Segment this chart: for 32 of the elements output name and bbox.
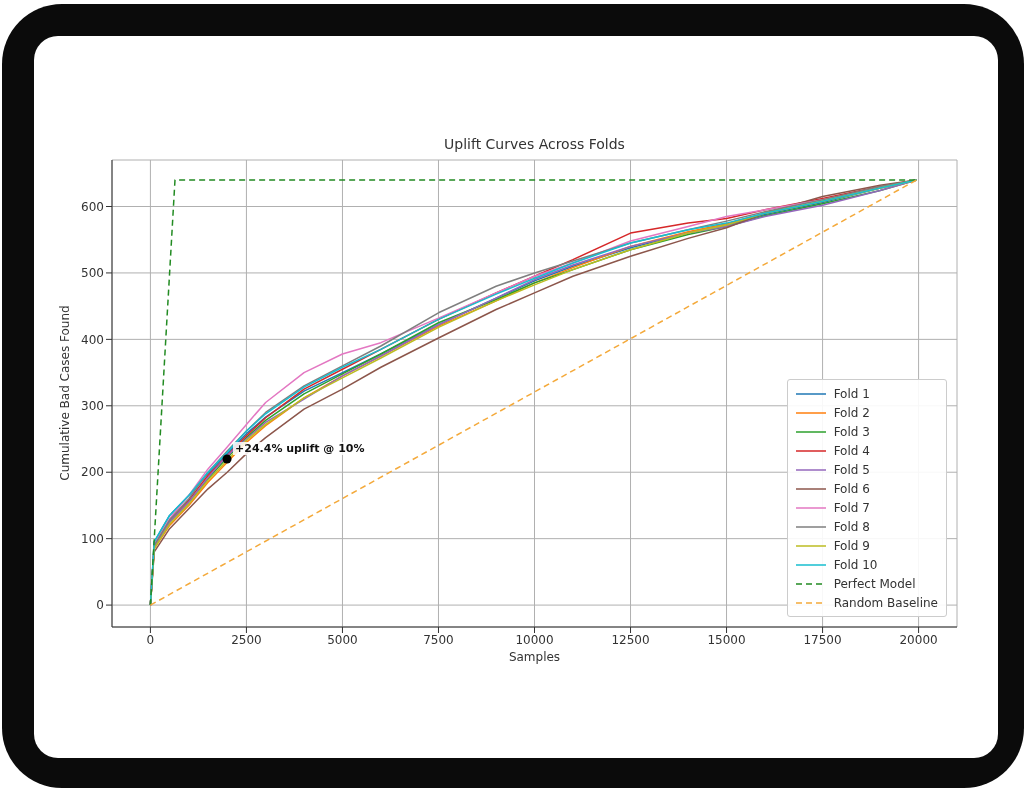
x-tick-label: 5000 xyxy=(327,632,358,647)
annotation: +24.4% uplift @ 10% xyxy=(233,441,367,455)
legend-label: Fold 5 xyxy=(833,462,870,477)
y-axis-title: Cumulative Bad Cases Found xyxy=(57,303,71,483)
x-tick-label: 15000 xyxy=(707,632,746,647)
y-tick-label: 600 xyxy=(81,199,104,214)
y-tick-label: 500 xyxy=(81,266,104,281)
legend-label: Fold 4 xyxy=(833,443,870,458)
legend-label: Fold 9 xyxy=(833,538,870,553)
legend-label: Fold 10 xyxy=(833,557,878,572)
x-tick-label: 12500 xyxy=(611,632,650,647)
y-tick-label: 400 xyxy=(81,332,104,347)
x-tick-label: 2500 xyxy=(231,632,262,647)
y-tick-label: 100 xyxy=(81,531,104,546)
x-tick-label: 17500 xyxy=(803,632,842,647)
legend-label: Fold 6 xyxy=(833,481,870,496)
legend-label: Random Baseline xyxy=(833,595,938,610)
x-tick-label: 10000 xyxy=(515,632,554,647)
x-tick-label: 20000 xyxy=(899,632,938,647)
y-tick-label: 300 xyxy=(81,399,104,414)
legend-label: Fold 1 xyxy=(833,386,870,401)
legend-label: Fold 7 xyxy=(833,500,870,515)
x-tick-label: 0 xyxy=(146,632,155,647)
legend-label: Fold 3 xyxy=(833,424,870,439)
y-tick-label: 0 xyxy=(96,598,104,613)
chart-title: Uplift Curves Across Folds xyxy=(443,136,626,152)
y-tick-label: 200 xyxy=(81,465,104,480)
legend-label: Fold 2 xyxy=(833,405,870,420)
x-axis-title: Samples xyxy=(507,650,562,664)
legend-label: Perfect Model xyxy=(833,576,916,591)
x-tick-label: 7500 xyxy=(423,632,454,647)
legend-label: Fold 8 xyxy=(833,519,870,534)
